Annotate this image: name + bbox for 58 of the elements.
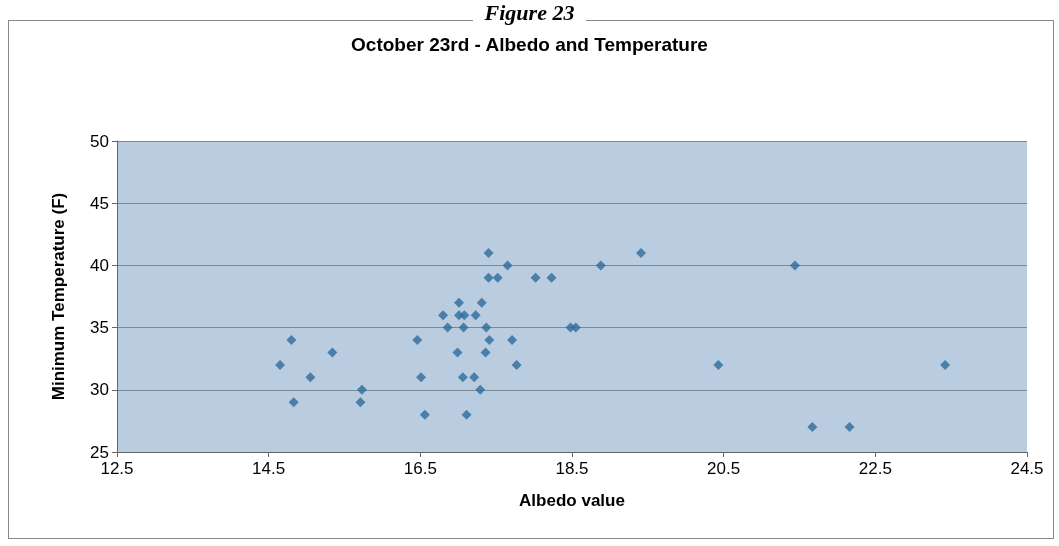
y-tick-label: 50 xyxy=(90,131,109,151)
point xyxy=(530,272,541,283)
y-tick-label: 30 xyxy=(90,380,109,400)
y-tick-label: 45 xyxy=(90,193,109,213)
point xyxy=(570,322,581,333)
point xyxy=(595,260,606,271)
point xyxy=(546,272,557,283)
point xyxy=(511,359,522,370)
point xyxy=(305,372,316,383)
chart-title: October 23rd - Albedo and Temperature xyxy=(351,34,708,55)
y-axis-title: Minimum Temperature (F) xyxy=(49,192,68,401)
point xyxy=(484,335,495,346)
point xyxy=(636,247,647,258)
point xyxy=(507,335,518,346)
y-tick-label: 35 xyxy=(90,318,109,338)
x-tick-label: 24.5 xyxy=(1010,459,1044,478)
x-tick-label: 22.5 xyxy=(858,459,892,478)
point xyxy=(459,310,470,321)
point xyxy=(286,335,297,346)
x-tick-label: 18.5 xyxy=(555,459,589,478)
point xyxy=(483,247,494,258)
point xyxy=(458,322,469,333)
y-tick-label: 25 xyxy=(90,442,109,462)
point xyxy=(416,372,427,383)
point xyxy=(492,272,503,283)
x-tick-label: 14.5 xyxy=(252,459,286,478)
point xyxy=(288,397,299,408)
caption: Figure 23 xyxy=(472,0,587,25)
x-axis-title: Albedo value xyxy=(519,491,625,510)
point xyxy=(327,347,338,358)
point xyxy=(419,409,430,420)
point xyxy=(275,359,286,370)
point xyxy=(475,384,486,395)
point xyxy=(442,322,453,333)
point xyxy=(502,260,513,271)
point xyxy=(438,310,449,321)
y-tick-label: 40 xyxy=(90,255,109,275)
point xyxy=(469,372,480,383)
point xyxy=(452,347,463,358)
point xyxy=(483,272,494,283)
point xyxy=(412,335,423,346)
point xyxy=(940,359,951,370)
point xyxy=(355,397,366,408)
point xyxy=(481,322,492,333)
point xyxy=(807,422,818,433)
point xyxy=(476,297,487,308)
point xyxy=(480,347,491,358)
point xyxy=(844,422,855,433)
point xyxy=(470,310,481,321)
point xyxy=(356,384,367,395)
x-tick-label: 12.5 xyxy=(100,459,134,478)
point xyxy=(454,297,465,308)
point xyxy=(457,372,468,383)
point xyxy=(713,359,724,370)
point xyxy=(461,409,472,420)
point xyxy=(789,260,800,271)
x-tick-label: 20.5 xyxy=(707,459,741,478)
x-tick-label: 16.5 xyxy=(403,459,437,478)
